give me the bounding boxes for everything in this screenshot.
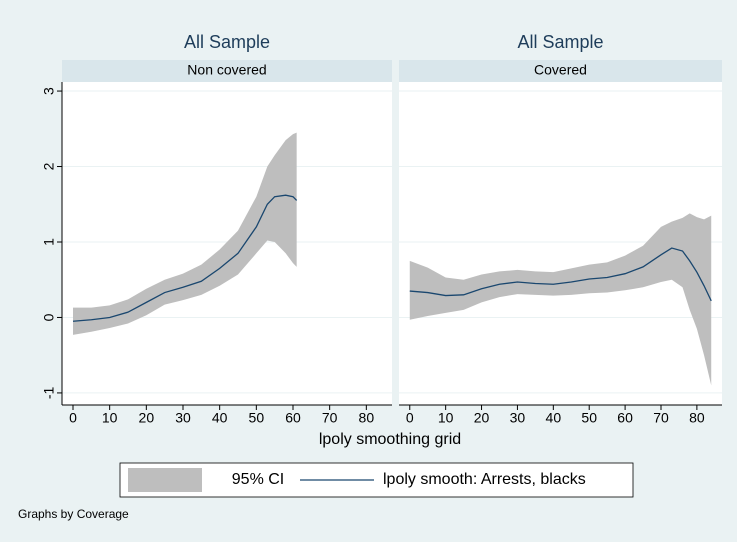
- y-tick-label: 3: [41, 87, 57, 95]
- x-tick-label: 80: [689, 410, 705, 426]
- smooth-line: [409, 247, 712, 302]
- panel-title: All Sample: [517, 32, 603, 52]
- x-tick-label: 10: [438, 410, 454, 426]
- x-tick-label: 20: [139, 410, 155, 426]
- smooth-line: [72, 194, 298, 322]
- legend-label: 95% CI: [232, 471, 284, 488]
- x-tick-label: 60: [285, 410, 301, 426]
- x-tick-label: 50: [249, 410, 265, 426]
- ci-band: [409, 213, 712, 386]
- panel-title: All Sample: [184, 32, 270, 52]
- legend-label: lpoly smooth: Arrests, blacks: [383, 471, 586, 488]
- strip: [62, 60, 392, 82]
- x-tick-label: 10: [102, 410, 118, 426]
- legend-swatch: [128, 468, 202, 492]
- x-tick-label: 0: [406, 410, 414, 426]
- x-tick-label: 70: [653, 410, 669, 426]
- y-tick-label: 0: [41, 313, 57, 321]
- x-tick-label: 30: [175, 410, 191, 426]
- x-axis-title: lpoly smoothing grid: [319, 431, 461, 448]
- x-tick-label: 20: [474, 410, 490, 426]
- x-tick-label: 70: [322, 410, 338, 426]
- x-tick-label: 80: [359, 410, 375, 426]
- x-tick-label: 40: [212, 410, 228, 426]
- x-tick-label: 40: [546, 410, 562, 426]
- y-tick-label: -1: [41, 386, 57, 399]
- x-tick-label: 30: [510, 410, 526, 426]
- x-tick-label: 60: [617, 410, 633, 426]
- x-tick-label: 0: [69, 410, 77, 426]
- y-tick-label: 2: [41, 162, 57, 170]
- x-tick-label: 50: [581, 410, 597, 426]
- strip: [399, 60, 722, 82]
- strip-label: Non covered: [187, 62, 266, 78]
- legend: [119, 462, 634, 498]
- y-tick-label: 1: [41, 238, 57, 246]
- note: Graphs by Coverage: [18, 507, 129, 521]
- strip-label: Covered: [534, 62, 587, 78]
